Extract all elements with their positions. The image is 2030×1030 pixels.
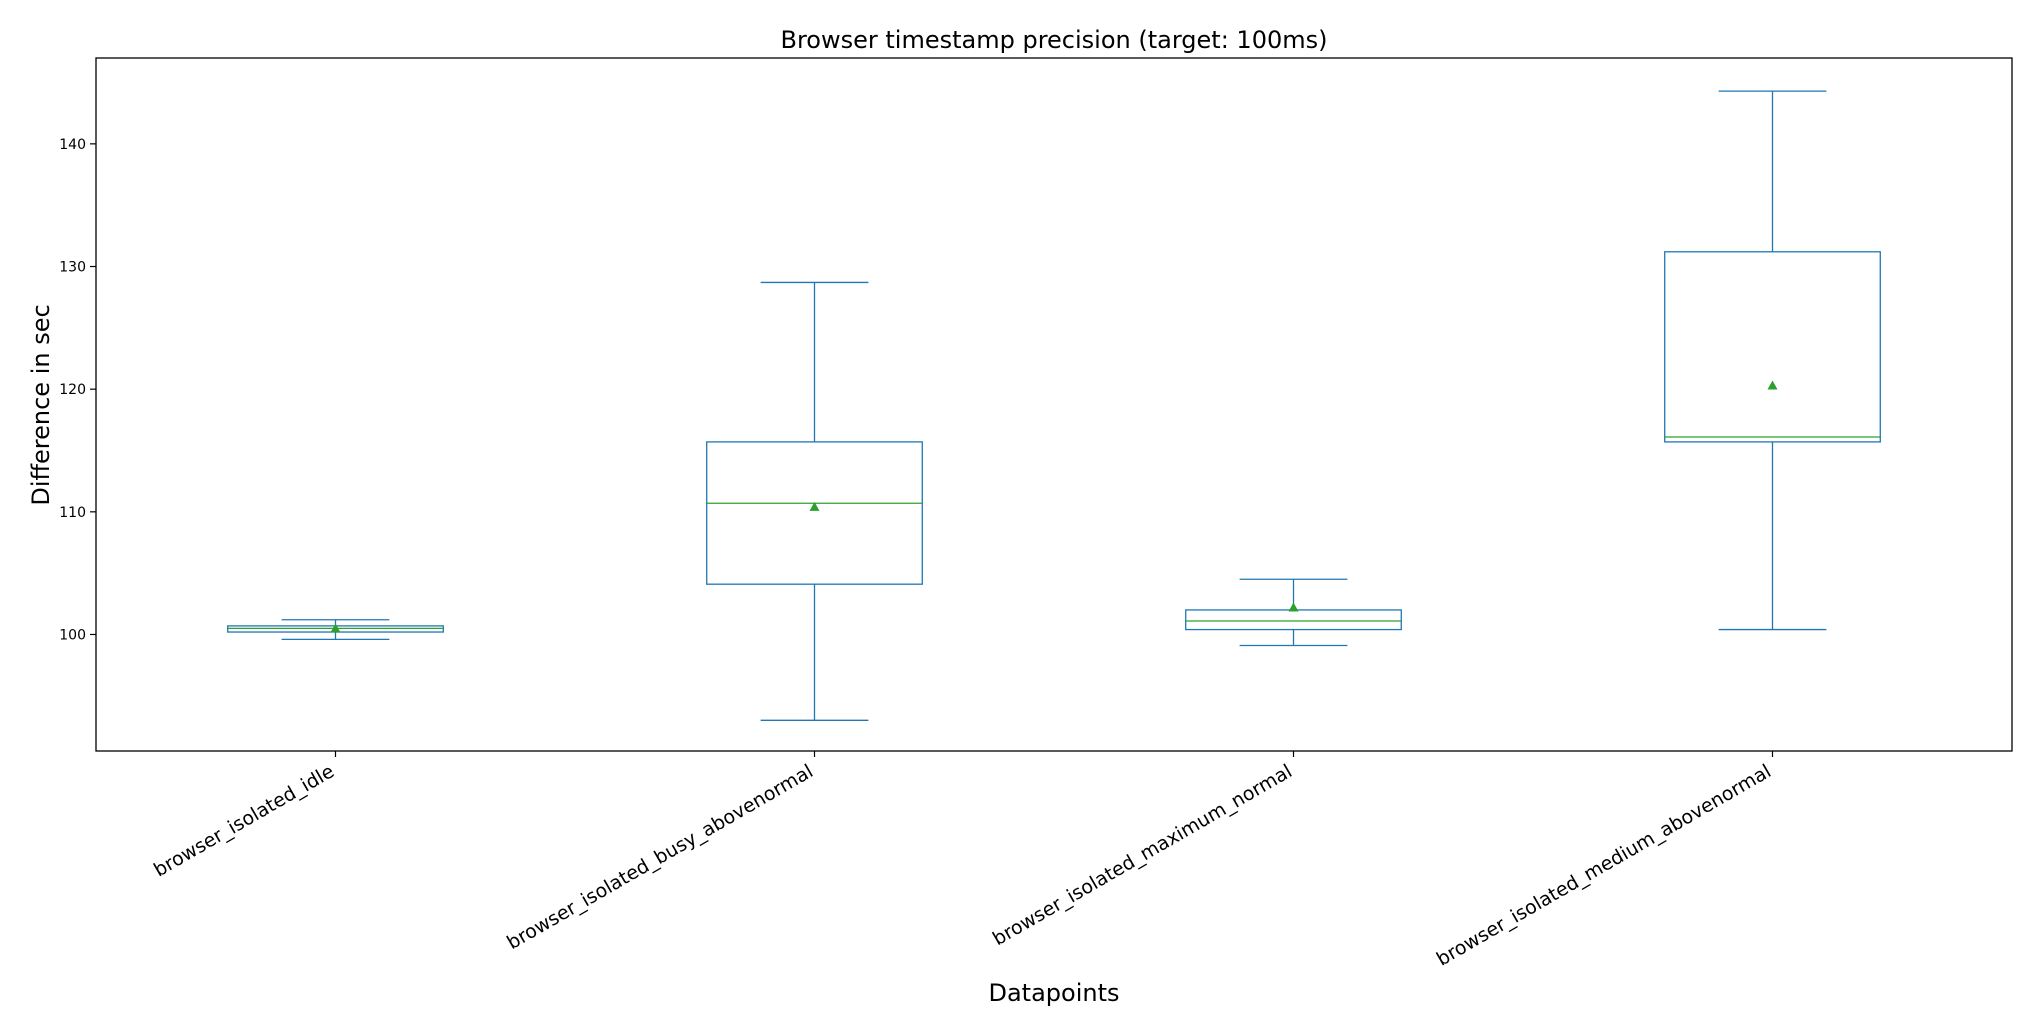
mean-marker [1767,380,1778,390]
box-iqr [706,441,923,585]
y-tick-label: 120 [59,382,86,398]
x-axis-label: Datapoints [988,979,1119,1007]
box-iqr [1185,609,1402,631]
y-tick-label: 130 [59,260,86,276]
chart-title: Browser timestamp precision (target: 100… [781,26,1328,54]
plot-area: 100 110 120 130 140 browser_isolated_idle brow… [59,90,1881,971]
mean-marker [330,623,341,633]
x-tick-label: browser_isolated_idle [150,760,338,881]
y-tick-label: 100 [59,627,86,643]
x-tick-label: browser_isolated_busy_abovenormal [503,760,817,954]
plot-frame [95,57,2013,752]
mean-marker [1288,602,1299,612]
box-iqr [1664,251,1881,443]
y-axis-label: Difference in sec [27,304,55,505]
x-tick-label: browser_isolated_maximum_normal [989,760,1296,950]
y-tick-label: 140 [59,137,86,153]
x-tick-label: browser_isolated_medium_abovenormal [1433,760,1775,970]
y-tick-label: 110 [59,505,86,521]
mean-marker [809,501,820,511]
